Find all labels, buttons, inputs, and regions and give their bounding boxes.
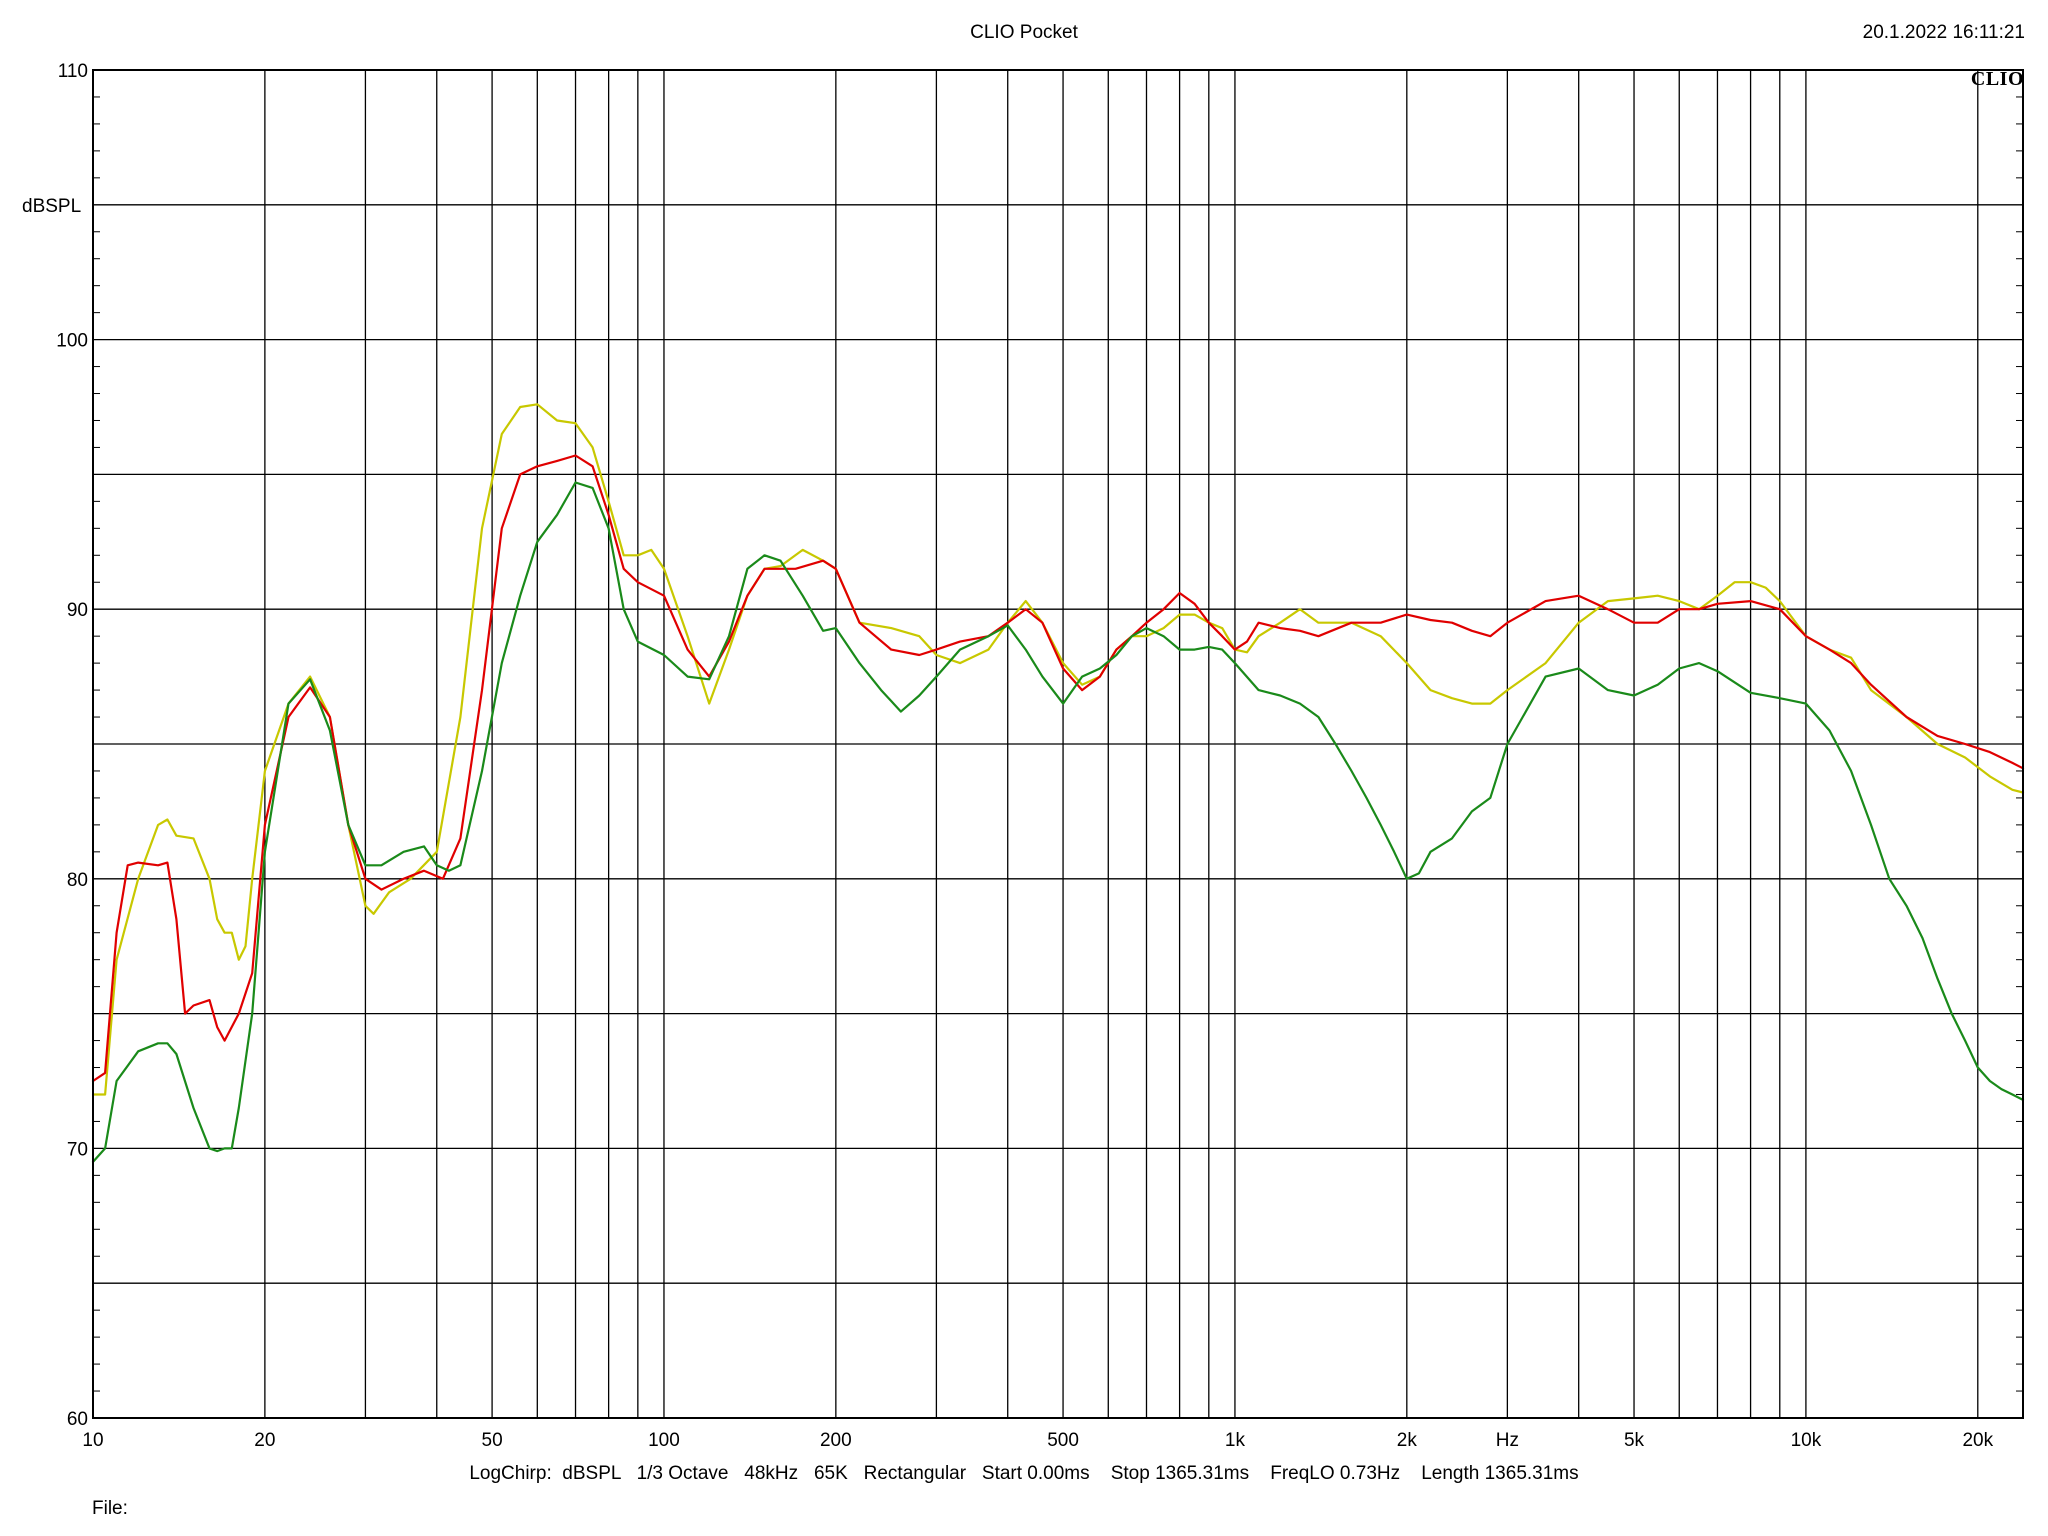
y-tick-label: 80 <box>67 870 88 891</box>
x-tick-label: 1k <box>1225 1430 1246 1451</box>
series-line-2 <box>91 454 2025 1083</box>
y-tick-label: 110 <box>58 61 88 82</box>
x-tick-label: 5k <box>1624 1430 1645 1451</box>
x-tick-label: 500 <box>1047 1430 1079 1451</box>
x-tick-label: 10 <box>82 1430 103 1451</box>
x-tick-label: 2k <box>1397 1430 1418 1451</box>
y-tick-label: 100 <box>56 331 88 352</box>
x-tick-label: 10k <box>1791 1430 1822 1451</box>
clio-logo: CLIO <box>1970 68 2024 90</box>
file-label: File: <box>92 1498 128 1519</box>
series-line-1 <box>91 403 2025 1096</box>
x-tick-label: 20 <box>254 1430 275 1451</box>
plot-frame <box>92 69 2024 1419</box>
x-tick-label: 100 <box>648 1430 680 1451</box>
chart-title: CLIO Pocket <box>970 22 1078 43</box>
measurement-settings: LogChirp: dBSPL 1/3 Octave 48kHz 65K Rec… <box>469 1463 1579 1484</box>
series-lines <box>91 403 2025 1164</box>
timestamp: 20.1.2022 16:11:21 <box>1862 22 2025 43</box>
x-tick-label: 200 <box>820 1430 852 1451</box>
y-tick-label: 90 <box>67 600 88 621</box>
x-tick-label: 50 <box>482 1430 503 1451</box>
x-axis-label: Hz <box>1496 1430 1519 1451</box>
x-tick-label: 20k <box>1962 1430 1993 1451</box>
y-axis-label: dBSPL <box>22 196 81 217</box>
series-line-3 <box>91 481 2025 1164</box>
grid <box>93 70 2023 1418</box>
y-tick-label: 60 <box>67 1409 88 1430</box>
y-tick-label: 70 <box>67 1139 88 1160</box>
